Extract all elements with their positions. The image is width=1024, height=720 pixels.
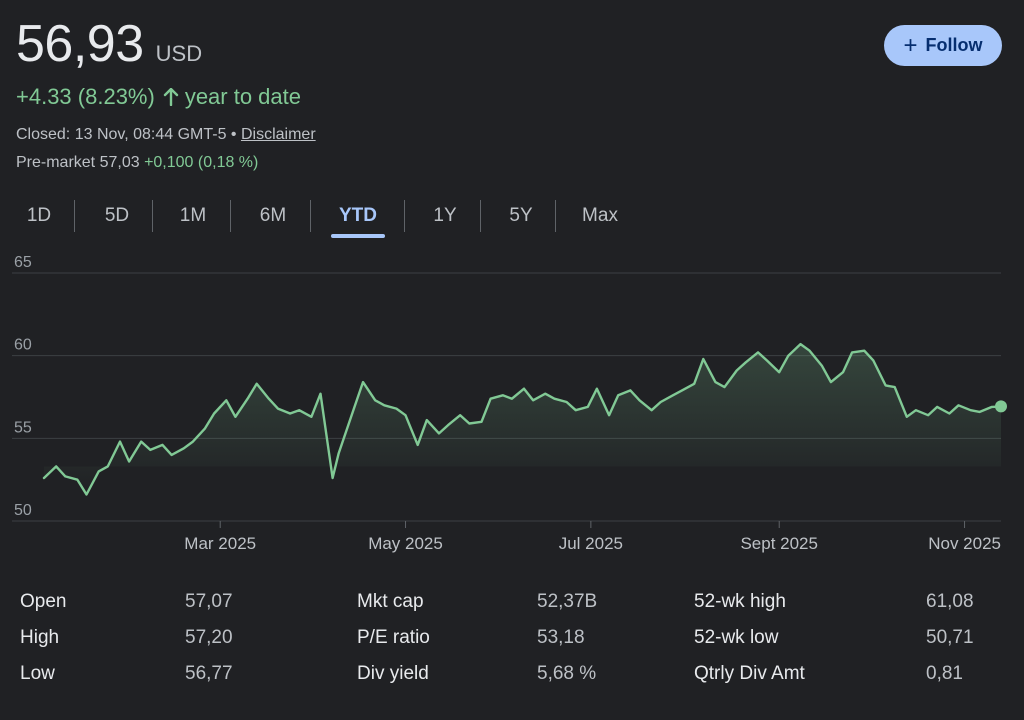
- tab-1y[interactable]: 1Y: [433, 205, 457, 226]
- price-header: 56,93 USD: [16, 14, 202, 74]
- stat-value-div-yield: 5,68 %: [537, 663, 597, 684]
- range-tabs: 1D 5D 1M 6M YTD 1Y 5Y Max: [0, 198, 660, 238]
- premarket-price: Pre-market 57,03: [16, 154, 140, 171]
- stat-label-low: Low: [20, 663, 55, 684]
- tab-divider: [404, 200, 405, 232]
- tab-max[interactable]: Max: [582, 205, 618, 226]
- tab-5y[interactable]: 5Y: [509, 205, 533, 226]
- tab-divider: [555, 200, 556, 232]
- follow-label: Follow: [925, 35, 983, 55]
- closed-text: Closed: 13 Nov, 08:44 GMT-5 •: [16, 126, 237, 143]
- stat-label-div-yield: Div yield: [357, 663, 429, 684]
- y-tick-label: 60: [14, 337, 32, 354]
- stat-value-high: 57,20: [185, 627, 233, 648]
- price-chart[interactable]: 50 55 60 65 Mar 2025 May 2025 Jul 2025 Sept 202…: [0, 250, 1024, 560]
- tab-divider: [480, 200, 481, 232]
- tab-divider: [152, 200, 153, 232]
- currency-label: USD: [155, 41, 203, 66]
- tab-6m[interactable]: 6M: [259, 205, 287, 226]
- change-period: year to date: [184, 84, 301, 109]
- tab-divider: [230, 200, 231, 232]
- disclaimer-link[interactable]: Disclaimer: [240, 126, 316, 143]
- tab-1m[interactable]: 1M: [179, 205, 207, 226]
- stat-label-pe-ratio: P/E ratio: [357, 627, 430, 648]
- stat-value-52wk-high: 61,08: [926, 591, 974, 612]
- change-value: +4.33 (8.23%): [16, 84, 155, 109]
- current-price: 56,93: [16, 15, 144, 73]
- stat-label-open: Open: [20, 591, 67, 612]
- x-tick-label: Mar 2025: [184, 534, 256, 553]
- stat-value-mkt-cap: 52,37B: [537, 591, 598, 612]
- plus-icon: +: [903, 31, 918, 59]
- current-price-dot: [995, 400, 1007, 413]
- price-change: +4.33 (8.23%) year to date: [16, 84, 301, 110]
- x-tick-label: Jul 2025: [559, 534, 623, 553]
- y-tick-label: 55: [14, 419, 32, 436]
- tab-5d[interactable]: 5D: [104, 205, 130, 226]
- y-tick-label: 65: [14, 254, 32, 271]
- x-tick-label: Nov 2025: [928, 534, 1001, 553]
- stat-label-mkt-cap: Mkt cap: [357, 591, 424, 612]
- stat-value-open: 57,07: [185, 591, 233, 612]
- x-tick-label: Sept 2025: [740, 534, 818, 553]
- stat-value-qtrly-div: 0,81: [926, 663, 963, 684]
- y-tick-label: 50: [14, 502, 32, 519]
- stat-label-qtrly-div: Qtrly Div Amt: [694, 663, 805, 684]
- price-line: [42, 342, 1003, 496]
- tab-divider: [74, 200, 75, 232]
- tab-ytd[interactable]: YTD: [331, 198, 385, 238]
- stat-value-52wk-low: 50,71: [926, 627, 974, 648]
- premarket-info: Pre-market 57,03 +0,100 (0,18 %): [16, 154, 258, 172]
- premarket-change: +0,100 (0,18 %): [144, 154, 259, 171]
- price-area: [44, 344, 1001, 495]
- closed-info: Closed: 13 Nov, 08:44 GMT-5 • Disclaimer: [16, 126, 316, 144]
- x-tick-label: May 2025: [368, 534, 443, 553]
- tab-1d[interactable]: 1D: [26, 205, 52, 226]
- stat-label-52wk-high: 52-wk high: [694, 591, 786, 612]
- stat-value-low: 56,77: [185, 663, 233, 684]
- follow-button[interactable]: + Follow: [884, 25, 1002, 66]
- stat-label-52wk-low: 52-wk low: [694, 627, 779, 648]
- tab-divider: [310, 200, 311, 232]
- arrow-up-icon: [163, 88, 179, 106]
- stat-label-high: High: [20, 627, 60, 648]
- stat-value-pe-ratio: 53,18: [537, 627, 585, 648]
